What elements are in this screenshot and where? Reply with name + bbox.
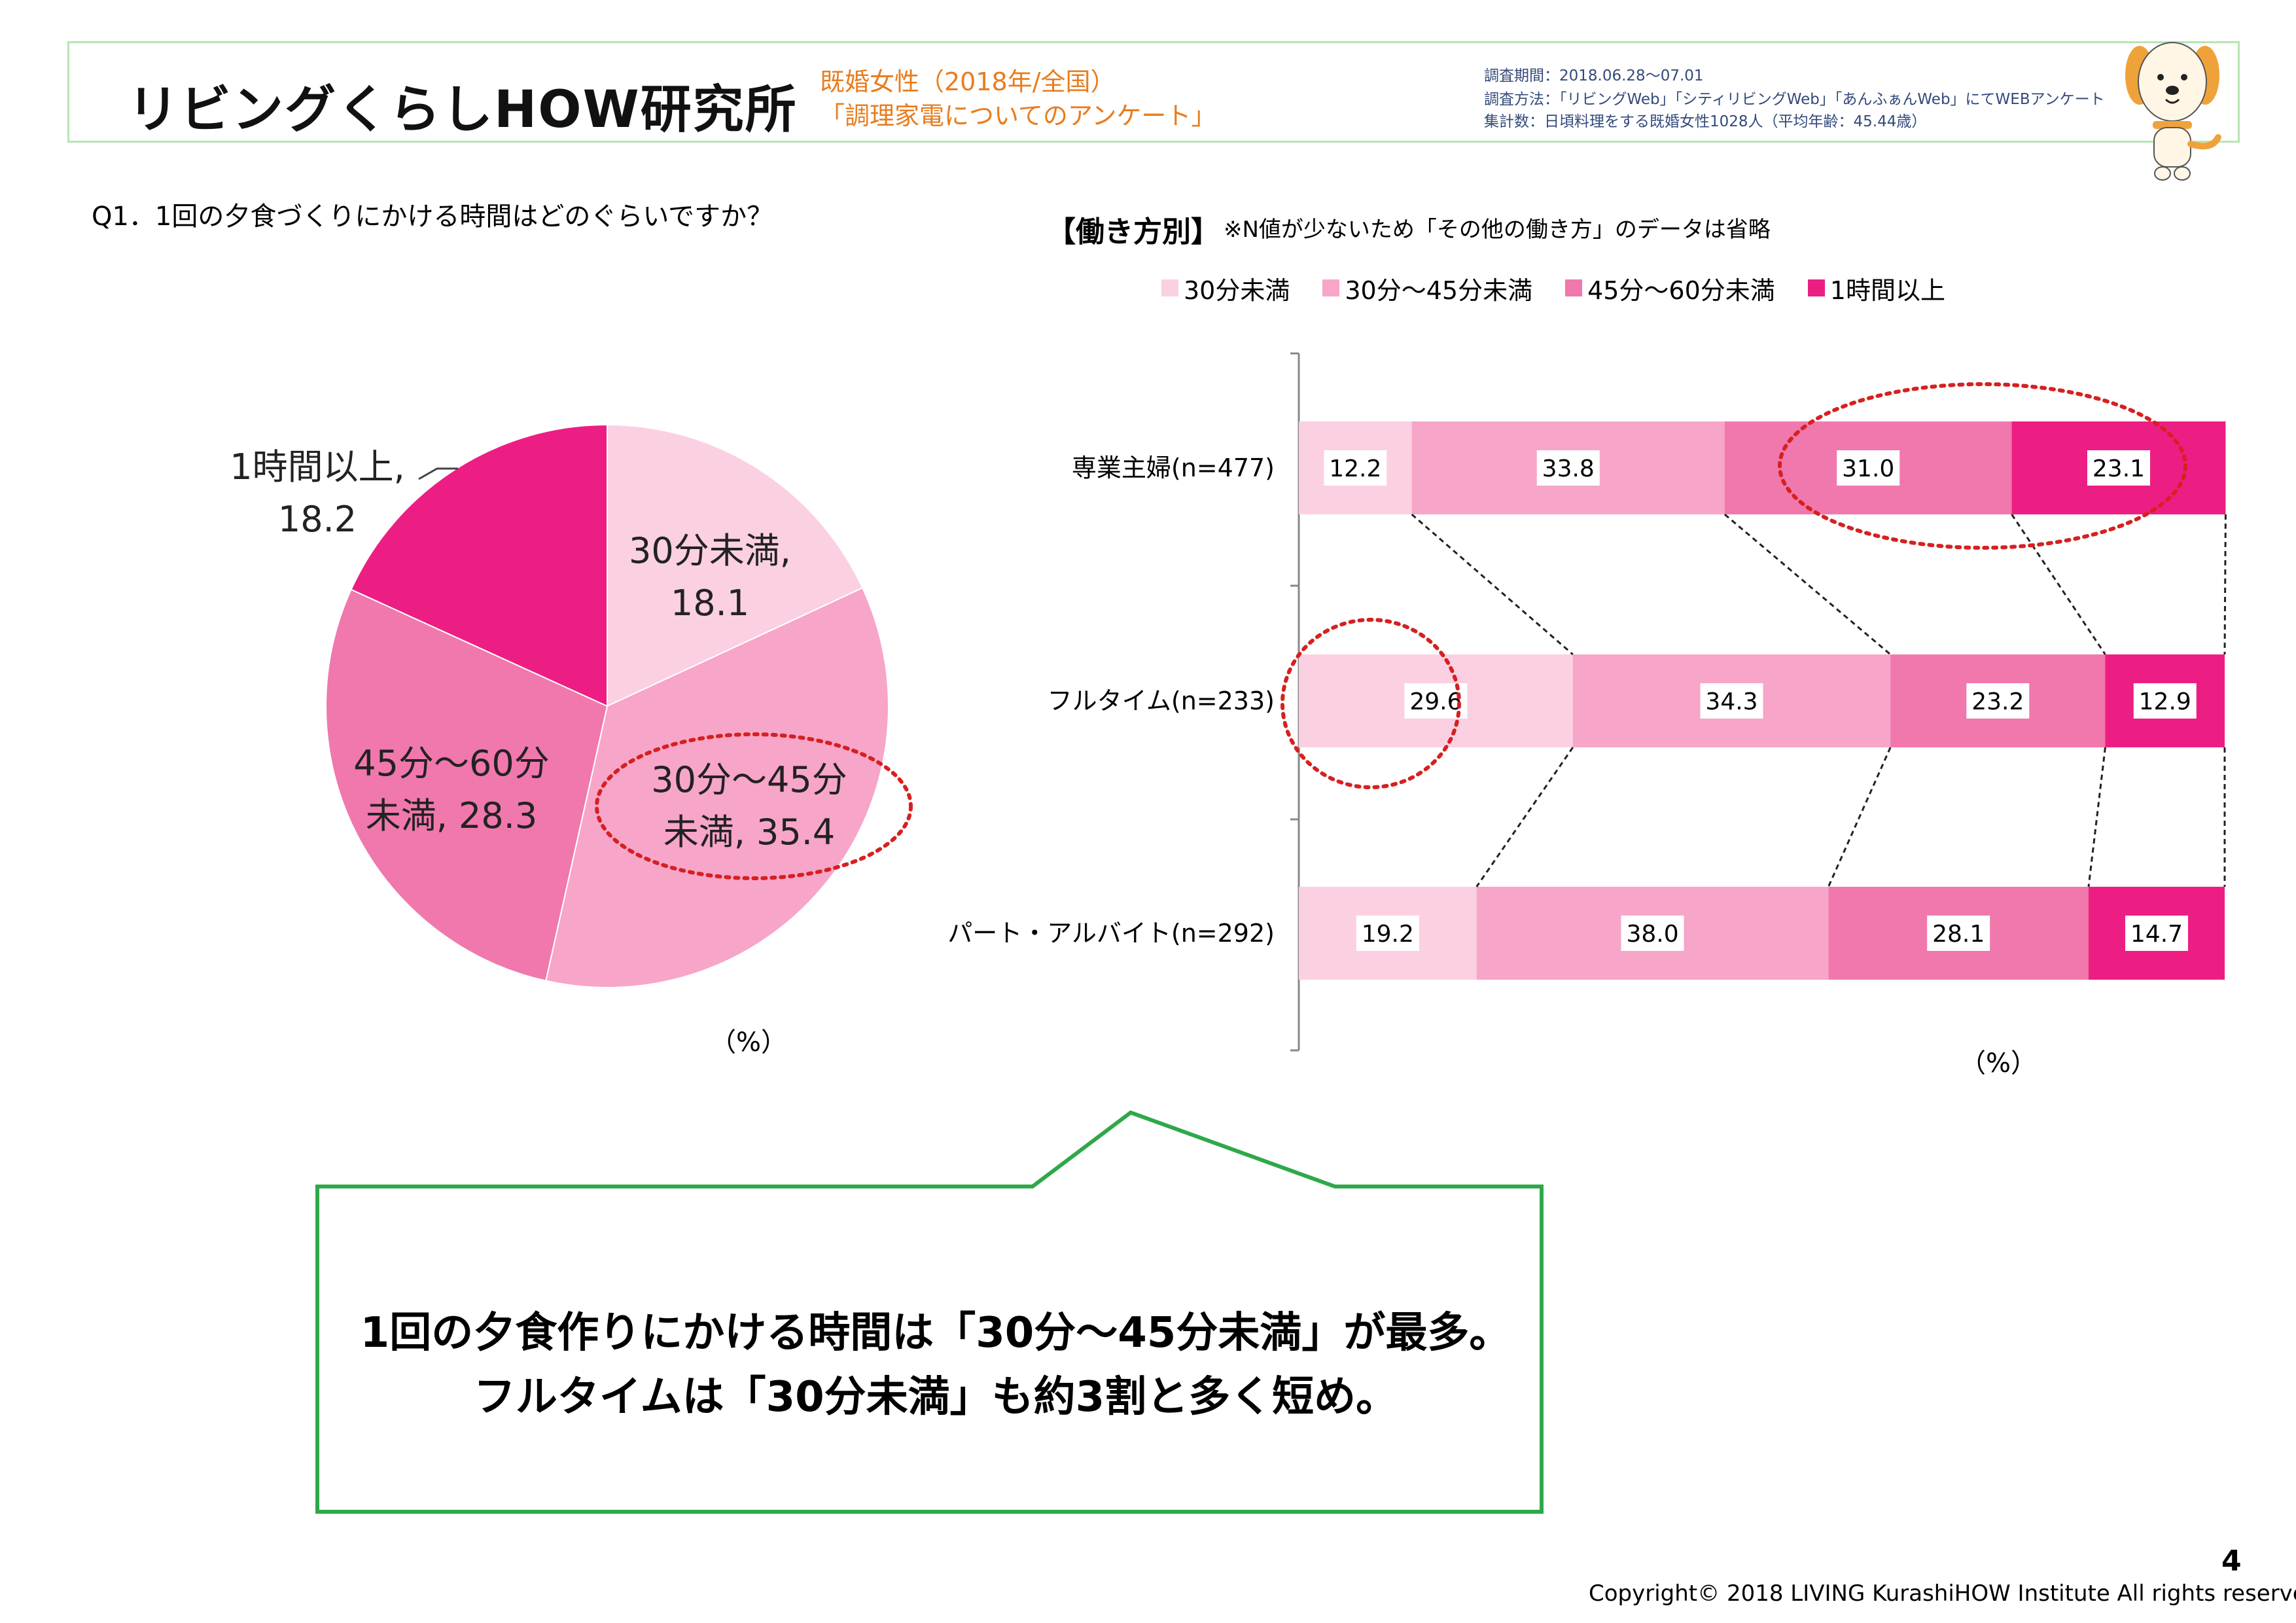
legend-label: 30分未満: [1184, 276, 1290, 305]
pie-data-label: 30分～45分未満, 35.4: [651, 759, 847, 853]
conclusion-line-1: 1回の夕食作りにかける時間は「30分～45分未満」が最多。: [360, 1309, 1511, 1357]
highlight-ellipse: [595, 732, 913, 880]
data-label: 19.2: [1362, 921, 1414, 948]
data-label-box: [2133, 683, 2197, 719]
category-label: パート・アルバイト(n=292): [947, 919, 1275, 948]
copyright: Copyright© 2018 LIVING KurashiHOW Instit…: [1589, 1580, 2296, 1607]
data-label-box: [2087, 450, 2150, 486]
data-label: 12.9: [2139, 688, 2191, 715]
data-label-box: [1927, 916, 1990, 951]
mascot-dog-icon: [2125, 42, 2221, 181]
data-label: 14.7: [2130, 921, 2183, 948]
pie-chart: 30分未満, 18.1 30分～45分未満, 35.4 45分～60分未満, 28.3…: [230, 423, 913, 988]
legend-label: 1時間以上: [1829, 276, 1945, 305]
legend-swatch-3: [1565, 279, 1583, 296]
chart-legend: 30分未満 30分～45分未満 45分～60分未満 1時間以上: [1161, 272, 1945, 305]
data-label-box: [1356, 916, 1419, 951]
data-label-box: [1966, 683, 2030, 719]
highlight-ellipse: [1778, 382, 2187, 550]
page-number: 4: [2221, 1544, 2242, 1578]
stacked-bar-chart: 専業主婦(n=477) 12.2 33.8 31.0 23.1 フルタイム(n=233) 2…: [947, 352, 2227, 1052]
legend-swatch-2: [1322, 279, 1340, 296]
data-label: 34.3: [1705, 688, 1757, 715]
category-label: 専業主婦(n=477): [1072, 454, 1275, 482]
data-label-box: [1324, 450, 1387, 486]
data-label: 23.2: [1971, 688, 2024, 715]
legend-swatch-4: [1807, 279, 1825, 296]
legend-item: 45分～60分未満: [1565, 272, 1775, 305]
data-label-box: [1536, 450, 1600, 486]
legend-swatch-1: [1161, 279, 1178, 296]
callout-outline: [315, 1110, 1544, 1514]
pie-slice: [607, 423, 864, 707]
connector-line: [1411, 513, 1574, 656]
category-label: フルタイム(n=233): [1048, 687, 1275, 715]
data-label: 38.0: [1626, 921, 1678, 948]
legend-item: 1時間以上: [1807, 272, 1945, 305]
data-label-box: [1837, 450, 1900, 486]
data-label: 23.1: [2093, 455, 2145, 482]
data-label: 33.8: [1542, 455, 1595, 482]
conclusion-line-2: フルタイムは「30分未満」も約3割と多く短め。: [473, 1373, 1398, 1421]
pie-slice: [545, 587, 889, 988]
data-label: 12.2: [1329, 455, 1381, 482]
logo: リビングくらしHOW研究所: [128, 80, 798, 139]
pie-data-label: 1時間以上, 18.2: [230, 446, 405, 540]
connector-line: [2011, 514, 2106, 655]
data-label-box: [2125, 916, 2188, 951]
pie-data-label: 30分未満, 18.1: [629, 530, 791, 624]
data-label: 29.6: [1409, 688, 1462, 715]
pie-unit-label: （%）: [710, 1027, 788, 1058]
survey-period: 調査期間：2018.06.28～07.01: [1484, 67, 1704, 84]
data-label: 28.1: [1932, 921, 1985, 948]
data-label-box: [1621, 916, 1684, 951]
legend-label: 30分～45分未満: [1345, 276, 1533, 305]
highlight-ellipse: [1280, 618, 1461, 789]
survey-subject: 既婚女性（2018年/全国）: [820, 67, 1116, 96]
connector-line: [1828, 747, 1892, 887]
bar-chart-heading: 【働き方別】: [1047, 215, 1220, 249]
pie-data-label: 45分～60分未満, 28.3: [353, 743, 549, 836]
connector-line: [2087, 747, 2106, 887]
question-text: Q1．1回の夕食づくりにかける時間はどのぐらいですか？: [92, 202, 773, 232]
bar-unit-label: （%）: [1960, 1048, 2038, 1079]
bar-chart-note: ※N値が少ないため「その他の働き方」のデータは省略: [1224, 217, 1771, 243]
pie-slice: [325, 588, 609, 982]
header-frame: [67, 41, 2240, 143]
data-label: 31.0: [1842, 455, 1894, 482]
pie-leader-line: [418, 467, 458, 480]
survey-title: 「調理家電についてのアンケート」: [820, 101, 1216, 130]
legend-item: 30分未満: [1161, 272, 1290, 305]
survey-sample: 集計数：日頃料理をする既婚女性1028人（平均年齢：45.44歳）: [1484, 113, 1927, 130]
legend-label: 45分～60分未満: [1587, 276, 1775, 305]
legend-item: 30分～45分未満: [1322, 272, 1533, 305]
connector-line: [1475, 747, 1574, 887]
survey-method: 調査方法：「リビングWeb」「シティリビングWeb」「あんふぁんWeb」にてWE…: [1484, 91, 2105, 108]
data-label-box: [1700, 683, 1763, 719]
